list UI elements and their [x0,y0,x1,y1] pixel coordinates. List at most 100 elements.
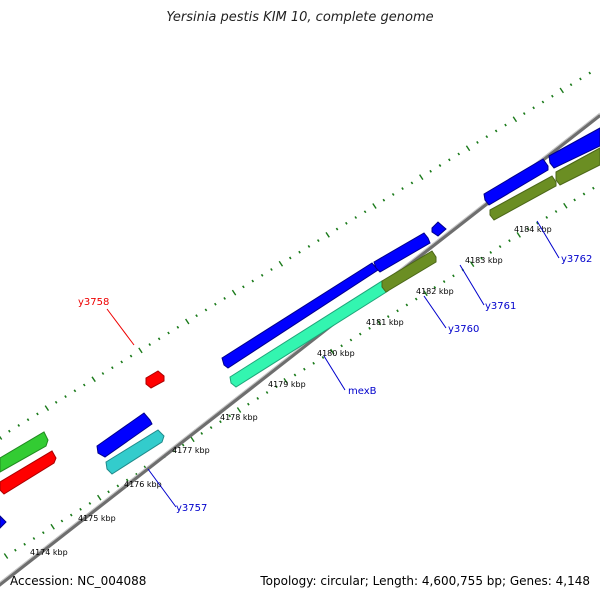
minor-tick [79,507,82,511]
accession-text: Accession: NC_004088 [10,574,147,588]
gene-feature[interactable] [548,127,600,169]
gene-label-mexB[interactable]: mexB [348,386,377,397]
minor-tick [405,303,409,307]
minor-tick [433,285,437,289]
minor-tick [303,367,306,371]
minor-tick [60,519,64,523]
minor-tick [316,239,320,243]
minor-tick [200,431,204,435]
gene-feature[interactable] [229,280,389,388]
minor-tick [101,372,105,375]
minor-tick [275,385,278,389]
scale-label: 4176 kbp [124,480,162,489]
minor-tick [256,396,260,400]
scale-label: 4179 kbp [268,380,306,389]
minor-tick [69,513,73,517]
scale-label: 4175 kbp [78,514,116,523]
major-tick [97,494,102,501]
minor-tick [148,343,152,347]
minor-tick [209,426,213,430]
minor-tick [107,490,110,494]
gene-label-y3760[interactable]: y3760 [448,324,479,335]
minor-tick [8,429,11,433]
map-title: Yersinia pestis KIM 10, complete genome [166,10,434,25]
major-tick [236,407,242,413]
gene-feature[interactable] [373,232,431,273]
scale-label: 4174 kbp [30,548,68,557]
minor-tick [526,227,530,231]
minor-tick [345,221,348,225]
gene-feature[interactable] [555,147,600,186]
minor-tick [88,502,92,505]
gene-feature[interactable] [0,450,57,495]
minor-tick [242,285,245,289]
gene-feature[interactable] [0,431,49,473]
gene-labels: y3758 y3757 mexB y3760 y3761 y3762 [78,254,592,514]
minor-tick [73,389,77,393]
minor-tick [349,338,353,342]
minor-tick [536,221,539,225]
minor-tick [429,169,432,173]
minor-tick [438,164,442,167]
scale-label: 4181 kbp [366,318,404,327]
minor-tick [368,326,371,330]
major-tick [469,261,475,267]
minor-tick [125,478,129,482]
inner-tick-track [3,186,595,559]
gene-label-y3758[interactable]: y3758 [78,297,109,308]
minor-tick [573,198,576,202]
major-tick [185,318,190,325]
minor-tick [401,187,404,191]
major-tick [190,436,195,443]
minor-tick [195,314,198,318]
minor-tick [54,400,58,404]
minor-tick [414,297,418,301]
minor-tick [270,268,273,271]
minor-tick [442,280,446,284]
minor-tick [293,373,297,377]
gene-feature[interactable] [105,429,165,475]
gene-feature[interactable] [145,370,165,389]
gene-label-y3762[interactable]: y3762 [561,254,592,265]
minor-tick [129,354,133,358]
minor-tick [410,181,414,185]
scale-labels: 4174 kbp 4175 kbp 4176 kbp 4177 kbp 4178… [30,225,552,557]
minor-tick [116,484,120,488]
minor-tick [545,215,549,219]
major-tick [512,116,518,123]
gene-feature[interactable] [489,175,557,221]
minor-tick [214,302,217,306]
minor-tick [251,279,255,283]
minor-tick [532,106,535,110]
minor-tick [508,239,511,243]
major-tick [516,232,521,238]
gene-feature[interactable] [96,412,153,458]
minor-tick [312,361,315,365]
minor-tick [480,256,483,260]
minor-tick [386,315,390,319]
minor-tick [448,158,451,162]
gene-label-y3761[interactable]: y3761 [485,301,516,312]
minor-tick [14,548,17,552]
gene-feature[interactable] [221,262,379,369]
major-tick [278,260,284,267]
minor-tick [288,256,292,260]
major-tick [283,378,288,384]
gene-label-y3757[interactable]: y3757 [176,503,207,514]
minor-tick [111,366,114,370]
gene-feature[interactable] [381,250,437,293]
gene-feature[interactable] [0,515,7,529]
minor-tick [476,140,479,144]
minor-tick [522,112,526,116]
gene-feature[interactable] [483,158,549,206]
minor-tick [298,250,301,254]
minor-tick [340,344,343,348]
minor-tick [23,542,26,546]
gene-feature[interactable] [431,221,447,237]
minor-tick [382,198,386,202]
minor-tick [219,420,222,424]
minor-tick [265,391,269,394]
major-tick [376,319,382,326]
leader-lines [106,220,560,508]
